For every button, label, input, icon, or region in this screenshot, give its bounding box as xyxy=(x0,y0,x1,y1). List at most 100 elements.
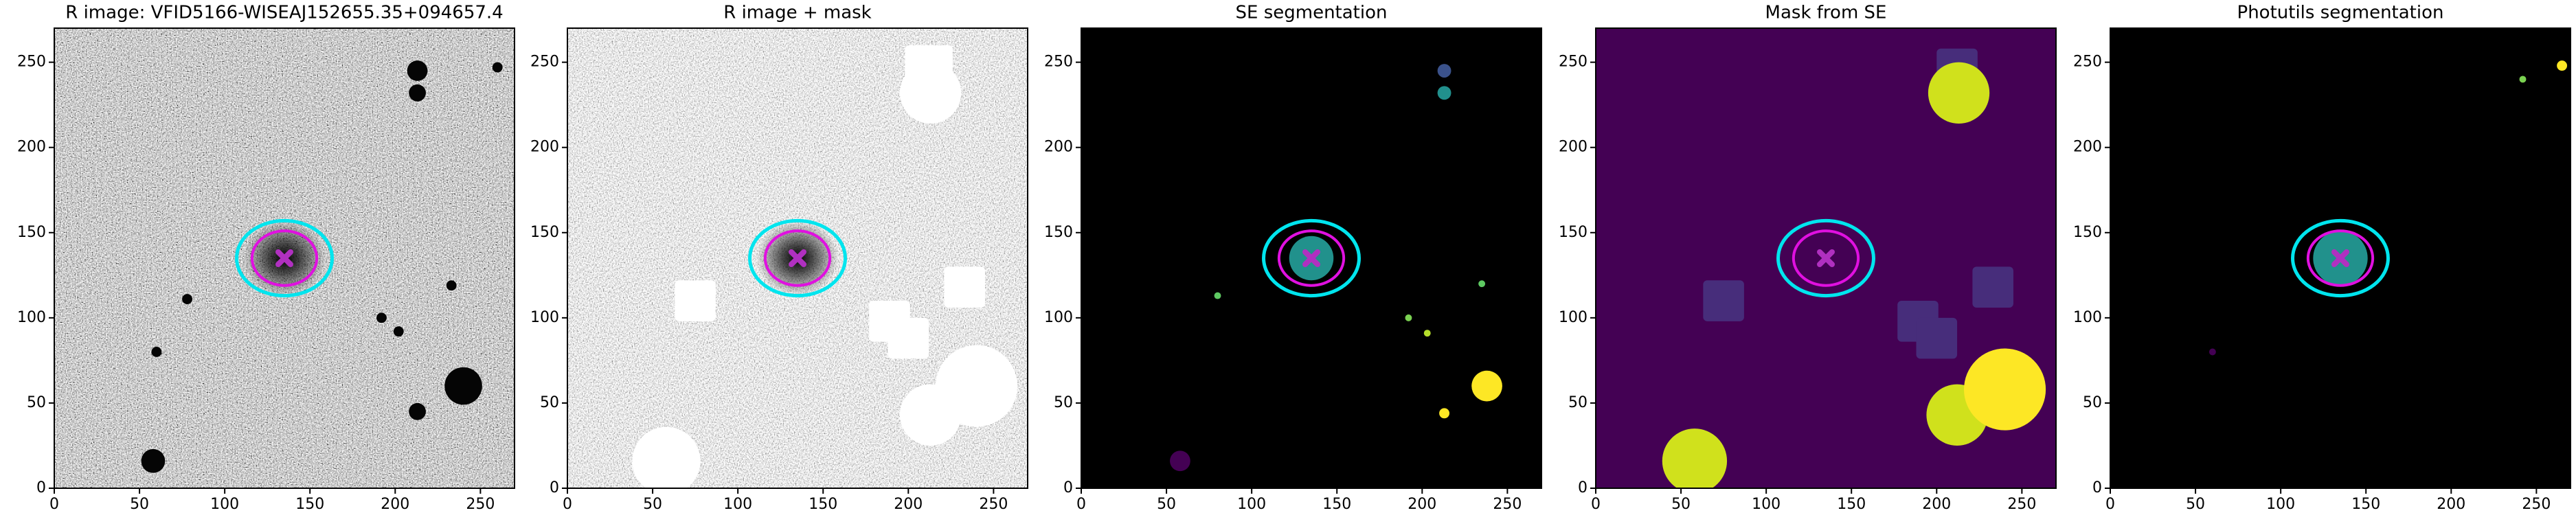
source xyxy=(936,345,1018,427)
y-tick-label: 0 xyxy=(1063,479,1073,496)
aperture-ellipse xyxy=(2291,218,2390,298)
source xyxy=(1471,370,1502,402)
source xyxy=(141,448,166,473)
source xyxy=(1423,330,1431,337)
mask-square xyxy=(675,280,716,321)
y-tick-label: 150 xyxy=(530,224,559,241)
panel: 0 50 100 150 200 250 0 50 100 150 200 250 SE segment… xyxy=(1044,3,1542,513)
axes-frame xyxy=(1081,27,1542,489)
source xyxy=(2557,60,2568,71)
y-tick-label: 250 xyxy=(530,54,559,71)
y-tick-label: 100 xyxy=(1559,309,1588,326)
image xyxy=(2110,28,2571,488)
aperture-ellipse xyxy=(2306,229,2375,287)
y-tick-label: 200 xyxy=(1559,139,1588,156)
source xyxy=(632,426,701,488)
panel-title: R image: VFID5166-WISEAJ152655.35+094657… xyxy=(65,3,503,23)
panel-title: Mask from SE xyxy=(1765,3,1887,23)
x-tick-label: 150 xyxy=(2351,496,2380,513)
source xyxy=(393,326,404,337)
x-tick-label: 150 xyxy=(1837,496,1866,513)
image xyxy=(567,28,1028,488)
x-tick-label: 0 xyxy=(1591,496,1601,513)
x-tick-label: 50 xyxy=(1157,496,1176,513)
mask-square xyxy=(888,317,929,359)
panel: 0 50 100 150 200 250 0 50 100 150 200 250 Mask from … xyxy=(1559,3,2057,513)
x-tick-label: 0 xyxy=(563,496,572,513)
source xyxy=(376,312,387,323)
source xyxy=(446,280,457,291)
center-marker xyxy=(2331,249,2349,267)
source xyxy=(2519,76,2527,83)
x-tick-label: 50 xyxy=(130,496,149,513)
y-tick-label: 200 xyxy=(1044,139,1073,156)
y-tick-label: 100 xyxy=(1044,309,1073,326)
x-tick-label: 0 xyxy=(1076,496,1086,513)
source xyxy=(1439,408,1450,419)
source xyxy=(151,347,162,357)
y-tick-label: 50 xyxy=(2083,394,2102,411)
x-tick-label: 0 xyxy=(49,496,59,513)
source xyxy=(1928,62,1990,124)
aperture-ellipse xyxy=(250,229,319,287)
center-marker xyxy=(1817,249,1835,267)
axes-frame xyxy=(1595,27,2057,489)
source xyxy=(1437,86,1451,100)
center-marker xyxy=(1302,249,1320,267)
y-tick-label: 0 xyxy=(36,479,46,496)
x-tick-label: 0 xyxy=(2105,496,2115,513)
y-tick-label: 200 xyxy=(2073,139,2102,156)
x-tick-label: 150 xyxy=(809,496,837,513)
y-tick-label: 150 xyxy=(17,224,46,241)
panel: 0 50 100 150 200 250 0 50 100 150 200 250 R image + … xyxy=(530,3,1028,513)
aperture-ellipse xyxy=(1262,218,1361,298)
x-tick-label: 250 xyxy=(1493,496,1522,513)
source xyxy=(1437,64,1451,78)
source xyxy=(1214,292,1221,299)
source xyxy=(1964,348,2046,431)
x-tick-label: 250 xyxy=(466,496,495,513)
x-tick-label: 50 xyxy=(2186,496,2205,513)
axes-frame xyxy=(54,27,515,489)
x-tick-label: 200 xyxy=(1408,496,1436,513)
aperture-ellipse xyxy=(235,218,334,298)
y-tick-label: 250 xyxy=(1044,54,1073,71)
y-tick-label: 50 xyxy=(540,394,559,411)
y-tick-label: 50 xyxy=(27,394,46,411)
source xyxy=(182,294,192,304)
x-tick-label: 100 xyxy=(1752,496,1781,513)
source xyxy=(409,402,426,420)
center-marker xyxy=(275,249,293,267)
panel-title: SE segmentation xyxy=(1236,3,1388,23)
image xyxy=(1081,28,1541,488)
y-tick-label: 100 xyxy=(17,309,46,326)
axes-frame xyxy=(2110,27,2571,489)
aperture-ellipse xyxy=(1277,229,1346,287)
source xyxy=(1662,428,1728,488)
y-tick-label: 200 xyxy=(530,139,559,156)
axes-frame xyxy=(567,27,1028,489)
y-tick-label: 100 xyxy=(530,309,559,326)
panel-title: R image + mask xyxy=(723,3,872,23)
mask-square xyxy=(1972,266,2013,308)
x-tick-label: 200 xyxy=(2437,496,2465,513)
source xyxy=(1170,450,1190,472)
y-tick-label: 100 xyxy=(2073,309,2102,326)
x-tick-label: 200 xyxy=(381,496,409,513)
aperture-ellipse xyxy=(1792,229,1860,287)
x-tick-label: 50 xyxy=(1671,496,1691,513)
y-tick-label: 0 xyxy=(1578,479,1588,496)
y-tick-label: 150 xyxy=(1044,224,1073,241)
x-tick-label: 250 xyxy=(979,496,1008,513)
x-tick-label: 250 xyxy=(2522,496,2551,513)
mask-square xyxy=(1703,280,1744,321)
x-tick-label: 100 xyxy=(723,496,752,513)
mask-square xyxy=(944,266,985,308)
x-tick-label: 100 xyxy=(2266,496,2295,513)
y-tick-label: 50 xyxy=(1568,394,1588,411)
y-tick-label: 200 xyxy=(17,139,46,156)
panel-title: Photutils segmentation xyxy=(2237,3,2444,23)
source xyxy=(407,60,428,81)
